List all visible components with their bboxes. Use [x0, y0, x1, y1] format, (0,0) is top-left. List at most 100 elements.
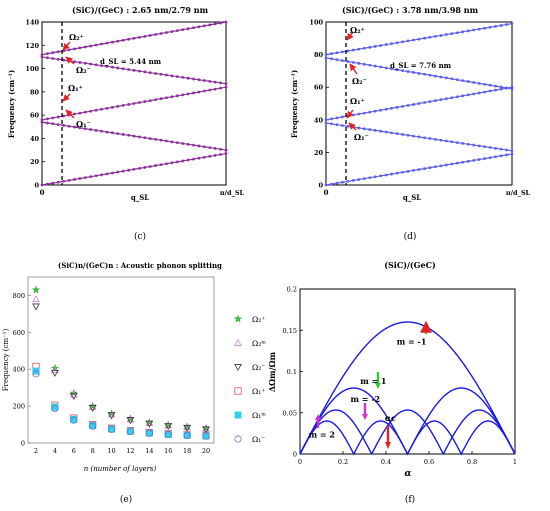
panel-c-branch-0-point — [224, 152, 228, 155]
panel-d-y-tick-4: 80 — [314, 51, 324, 59]
panel-c-branch-4-point — [197, 25, 201, 29]
panel-d-branch-0-point — [390, 172, 394, 176]
panel-e-x-tick-8: 18 — [183, 447, 191, 455]
panel-c-mode-label-2: Ω₁⁺ — [68, 83, 83, 93]
panel-c-branch-0-point — [192, 157, 195, 161]
panel-d-branch-3-point — [439, 75, 443, 79]
panel-c-branch-0-point — [105, 172, 109, 176]
panel-d-branch-1-point — [499, 147, 503, 151]
panel-d-branch-0-point — [379, 174, 383, 178]
panel-d-branch-3-point — [384, 66, 388, 70]
panel-e-legend-label-4: Ω₁ᵐ — [252, 411, 266, 420]
panel-d-branch-3-point — [450, 77, 454, 81]
panel-c-branch-0-point — [100, 173, 103, 177]
panel-e-x-tick-4: 10 — [107, 447, 115, 455]
panel-d-branch-3-point — [362, 62, 366, 66]
panel-c-branch-4-point — [175, 29, 179, 33]
panel-c-branch-1-point — [208, 146, 212, 150]
panel-c-branch-0-point — [40, 183, 44, 187]
panel-e-series-5-point — [164, 430, 172, 439]
panel-c-branch-1-point — [148, 137, 152, 140]
panel-d-branch-0-point — [488, 156, 492, 160]
panel-c-branch-2-point — [62, 114, 66, 118]
panel-d-branch-0-point — [466, 159, 470, 163]
panel-e-series-1-point — [145, 419, 154, 427]
panel-e-series-5-point — [89, 422, 97, 430]
panel-c-branch-2-point — [56, 115, 60, 119]
panel-c-branch-2-point — [100, 107, 103, 111]
panel-d-branch-1-point — [324, 121, 328, 125]
panel-c-branch-3-point — [62, 58, 66, 62]
panel-c-branch-4-point — [143, 34, 147, 38]
panel-e-series-1-point — [88, 403, 97, 410]
panel-c-branch-2-point — [46, 117, 49, 121]
panel-c-branch-4-point — [105, 41, 109, 45]
panel-d-branch-2-point — [412, 103, 415, 106]
panel-d-branch-4-point — [373, 45, 377, 48]
panel-d-branch-1-point — [494, 146, 497, 150]
panel-d-branch-4-point — [466, 29, 470, 33]
panel-c-branch-0-point — [165, 162, 168, 166]
panel-c-mode-label-3: Ω₁⁻ — [76, 119, 91, 129]
panel-c-branch-0-point — [181, 159, 185, 163]
panel-f-y-axis: 0 0.05 0.1 0.15 0.2 — [283, 286, 303, 459]
panel-d-branch-2-point — [455, 95, 459, 99]
panel-c-y-tick-3: 60 — [30, 112, 40, 120]
panel-e-series-0-point — [31, 285, 41, 294]
panel-c-branch-4-point — [40, 53, 44, 56]
panel-c-frame — [41, 21, 227, 186]
panel-d-branch-0-point — [439, 164, 443, 168]
panel-c-branch-3-point — [40, 55, 44, 59]
panel-c-branch-1-point — [94, 128, 98, 132]
panel-d-branch-1-point — [330, 122, 333, 126]
panel-c-y-tick-5: 100 — [25, 65, 39, 73]
panel-f-x-tick-2: 0.4 — [381, 458, 391, 466]
panel-f-y-label: ΔΩm/Ωm — [267, 351, 277, 392]
panel-d-branch-0-point — [499, 154, 503, 158]
panel-c-branch-0-point — [46, 182, 49, 186]
panel-d-branch-1-point — [390, 131, 394, 135]
panel-c-branch-0-point — [110, 171, 114, 175]
panel-c-branch-2-point — [94, 108, 98, 112]
panel-d-branch-2-point — [373, 109, 377, 113]
panel-d-branch-0-point — [510, 152, 514, 156]
panel-c-branch-2-point — [121, 104, 125, 107]
panel-d-branch-4-point — [362, 46, 366, 50]
panel-c-branch-4-point — [83, 45, 87, 49]
panel-d-title: (SiC)/(GeC) : 3.78 nm/3.98 nm — [342, 5, 479, 15]
panel-c-branch-3-point — [46, 56, 49, 60]
panel-d-branch-4-point — [461, 30, 465, 34]
panel-d-branch-2-point — [428, 100, 432, 103]
panel-e-series-1-point — [32, 295, 40, 303]
panel-d-frame — [325, 21, 513, 186]
panel-c-branch-2-point — [83, 110, 87, 114]
panel-c-x-label: q_SL — [131, 193, 149, 202]
panel-d-branch-3-point — [477, 81, 481, 85]
panel-c-branch-4-point — [94, 43, 98, 47]
panel-c-branch-0-point — [56, 180, 60, 184]
panel-d-branch-1-point — [434, 137, 437, 141]
panel-d-branch-3-point — [406, 70, 410, 73]
panel-c-branch-0-point — [208, 154, 212, 158]
panel-c-branch-3-point — [197, 78, 201, 82]
panel-c-y-axis: 0 20 40 60 80 100 120 140 — [25, 19, 45, 190]
panel-d-branch-2-point — [439, 98, 443, 102]
panel-c-branch-0-point — [78, 177, 82, 180]
panel-d-branch-4-point — [401, 40, 404, 44]
panel-c: (SiC)/(GeC) : 2.65 nm/2.79 nm 0 20 40 60 80 1… — [7, 5, 245, 242]
panel-d-y-tick-5: 100 — [309, 19, 323, 27]
panel-c-branch-2-point — [213, 87, 217, 91]
panel-d-branch-3-point — [488, 83, 492, 87]
panel-d-branch-2-point — [488, 89, 492, 93]
panel-d-branch-0-point — [450, 162, 454, 166]
panel-d-branch-1-point — [428, 137, 432, 140]
panel-d-branch-4-point — [455, 31, 459, 35]
panel-d-branch-0-point — [373, 175, 377, 179]
panel-d-branch-0-point — [330, 182, 333, 186]
panel-c-branch-2-point — [132, 102, 136, 105]
panel-c-branch-1-point — [127, 133, 130, 137]
panel-c-branch-3-point — [224, 82, 228, 86]
panel-d-mode-label-2: Ω₁⁺ — [350, 96, 365, 106]
panel-d-branch-2-point — [466, 93, 470, 97]
